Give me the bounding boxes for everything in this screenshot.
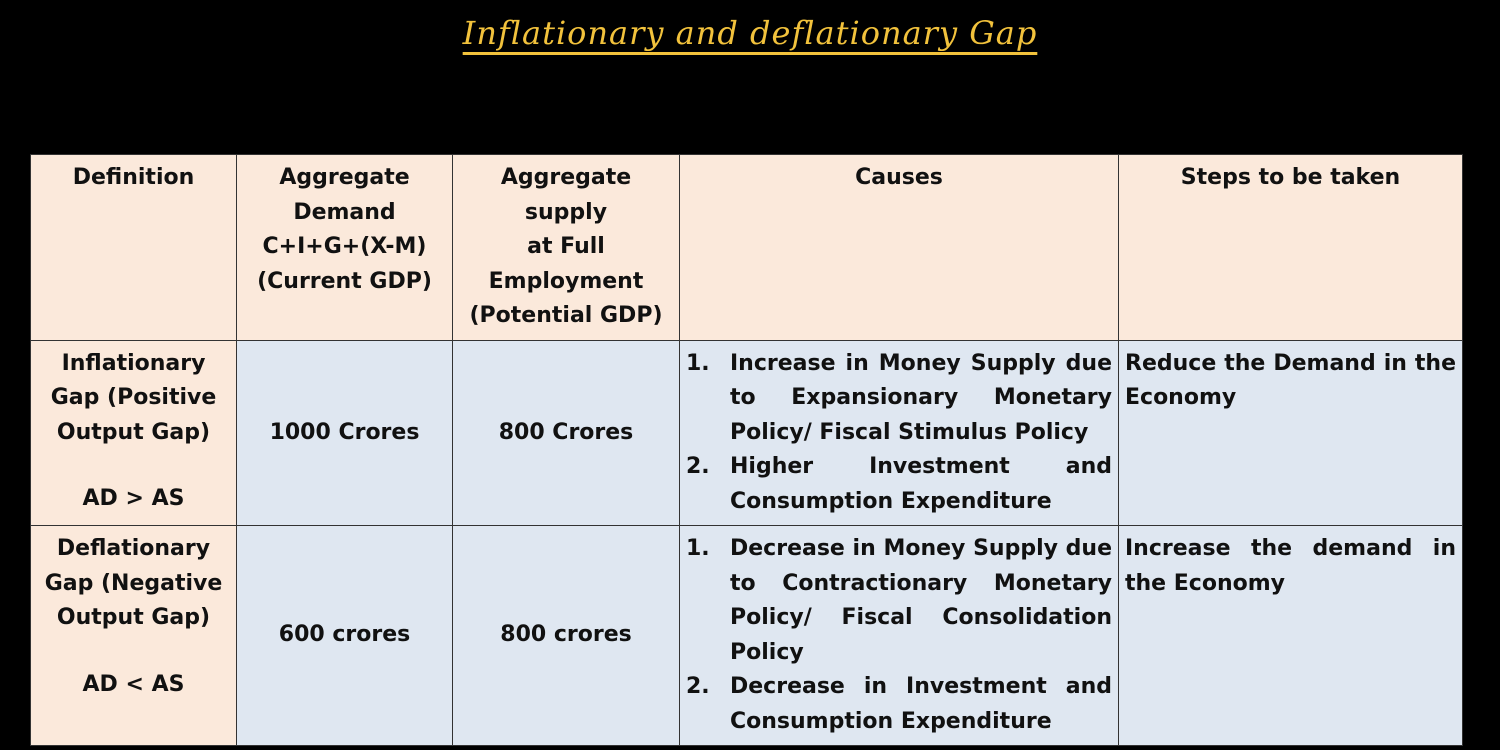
definition: Deflationary Gap (Negative Output Gap) AD… — [37, 532, 230, 702]
aggregate-supply: 800 crores — [452, 525, 680, 746]
causes-cell: 1. Decrease in Money Supply due to Contra… — [679, 525, 1119, 746]
header-line: at Full — [527, 234, 605, 259]
header-line: (Current GDP) — [257, 268, 432, 294]
header-cell: Aggregate Demand C+I+G+(X-M) (Current GDP) — [236, 154, 453, 341]
cause-item: 2. Decrease in Investment and Consumption… — [686, 670, 1112, 739]
title: Inflationary and deflationary Gap — [462, 14, 1038, 52]
aggregate-demand: 1000 Crores — [236, 339, 453, 526]
header-cell: Causes — [679, 154, 1119, 341]
header-line: Steps to be taken — [1180, 165, 1401, 190]
cause-number: 1. — [686, 536, 710, 561]
header-line: Employment — [488, 268, 644, 294]
cause-number: 2. — [686, 454, 710, 479]
header-cell: Steps to be taken — [1118, 154, 1463, 341]
cause-text: Decrease in Money Supply due to Contract… — [730, 536, 1112, 665]
definition-cell: Inflationary Gap (Positive Output Gap) AD… — [30, 339, 237, 526]
table-row: Deflationary Gap (Negative Output Gap) AD… — [30, 525, 1463, 746]
aggregate-demand: 600 crores — [236, 525, 453, 746]
cause-text: Increase in Money Supply due to Expansio… — [730, 350, 1112, 445]
header-cell: Aggregate supply at Full Employment (Potent… — [452, 154, 680, 341]
definition: Inflationary Gap (Positive Output Gap) AD… — [37, 347, 230, 517]
cause-item: 2. Higher Investment and Consumption Expe… — [686, 450, 1112, 519]
header-line: Demand — [293, 199, 396, 225]
definition-line: AD < AS — [82, 671, 185, 697]
header-row: Definition Aggregate Demand C+I+G+(X-M) (Cur… — [30, 154, 1463, 341]
header-line: C+I+G+(X-M) — [262, 234, 427, 259]
cause-text: Higher Investment and Consumption Expend… — [730, 454, 1112, 514]
header-line: Causes — [855, 165, 943, 190]
table-row: Inflationary Gap (Positive Output Gap) AD… — [30, 339, 1463, 526]
steps-text: Increase the demand in the Economy — [1125, 536, 1456, 596]
header-line: Aggregate supply — [500, 165, 632, 225]
cause-item: 1. Decrease in Money Supply due to Contra… — [686, 532, 1112, 670]
aggregate-supply: 800 Crores — [452, 339, 680, 526]
causes-cell: 1. Increase in Money Supply due to Expans… — [679, 339, 1119, 526]
steps-text: Reduce the Demand in the Economy — [1125, 350, 1456, 411]
cause-item: 1. Increase in Money Supply due to Expans… — [686, 347, 1112, 451]
definition-cell: Deflationary Gap (Negative Output Gap) AD… — [30, 525, 237, 746]
cause-text: Decrease in Investment and Consumption E… — [730, 674, 1112, 734]
header-line: (Potential GDP) — [469, 303, 663, 328]
header-cell: Definition — [30, 154, 237, 341]
definition-line: Inflationary Gap (Positive Output Gap) — [50, 350, 217, 445]
header-line: Definition — [72, 165, 195, 190]
steps-cell: Increase the demand in the Economy — [1118, 525, 1463, 746]
definition-line: AD > AS — [82, 486, 185, 511]
cause-number: 2. — [686, 674, 710, 699]
steps-cell: Reduce the Demand in the Economy — [1118, 339, 1463, 526]
header-line: Aggregate — [279, 165, 410, 190]
cause-number: 1. — [686, 350, 710, 376]
definition-line: Deflationary Gap (Negative Output Gap) — [44, 536, 223, 630]
gap-table: Definition Aggregate Demand C+I+G+(X-M) (Cur… — [30, 154, 1463, 746]
